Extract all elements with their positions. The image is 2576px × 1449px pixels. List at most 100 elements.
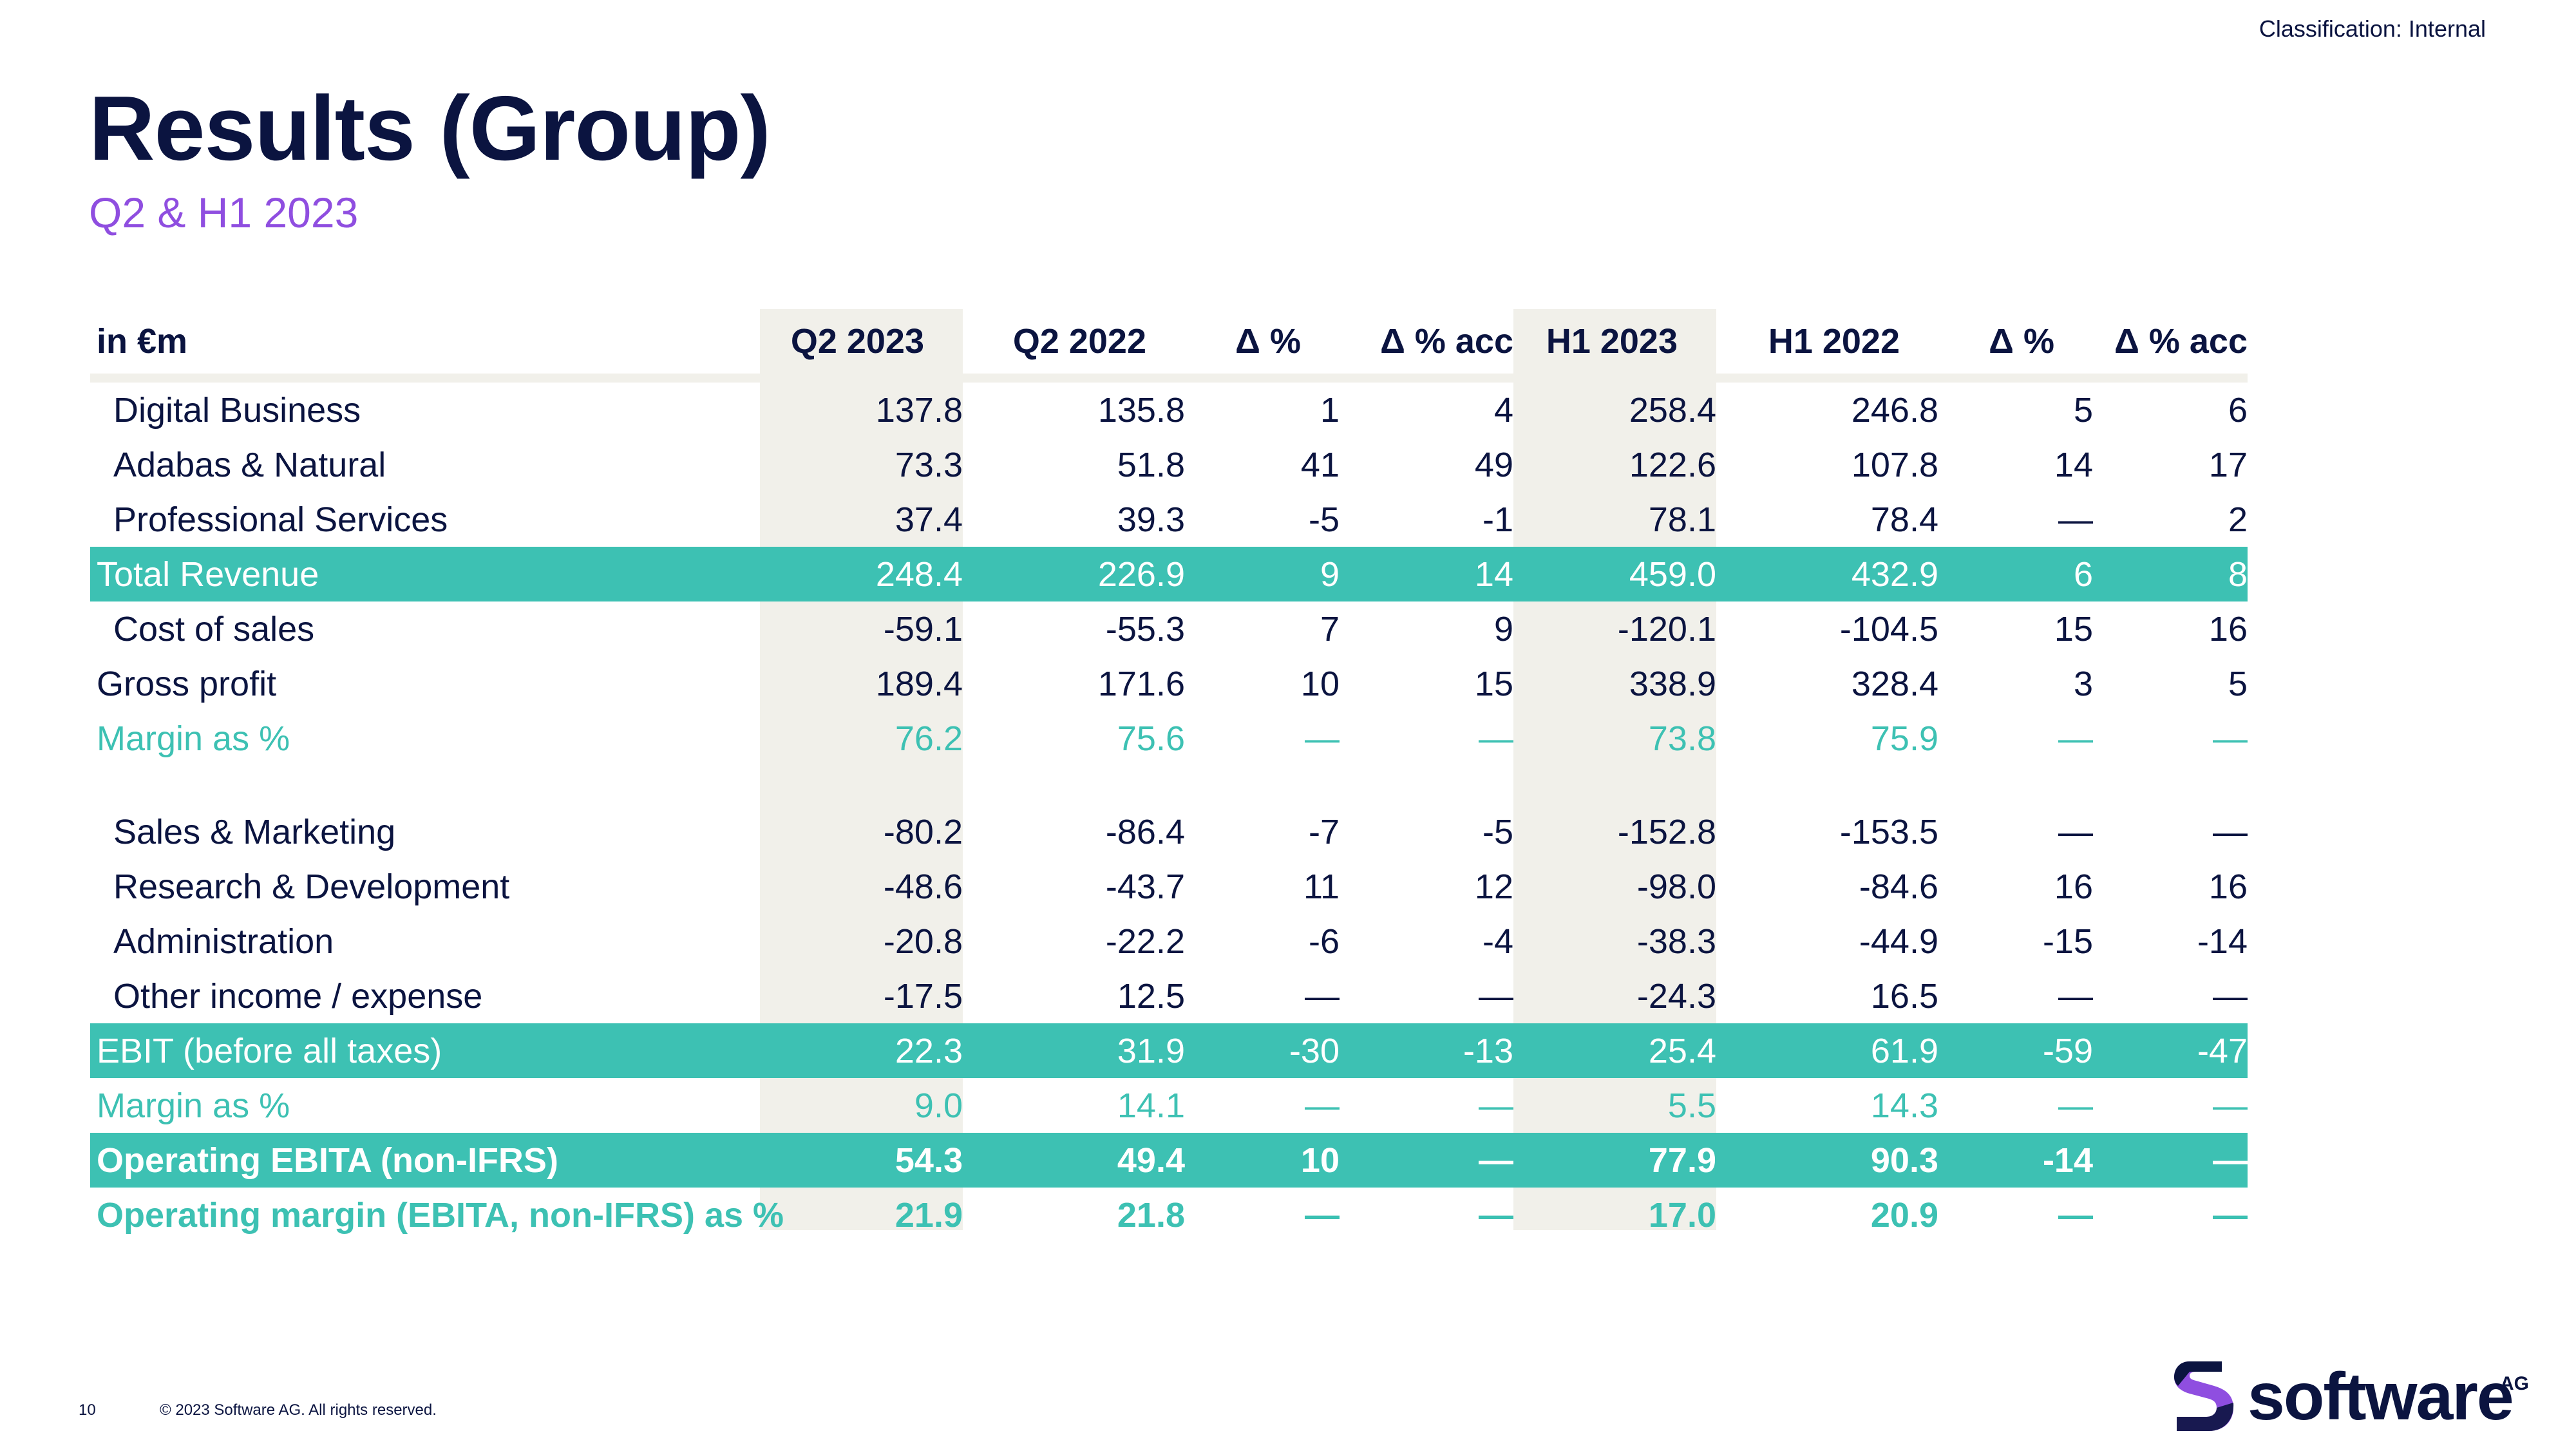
cell-h1-2023: -152.8 <box>1617 812 1716 851</box>
cell-delta-h1: — <box>2058 1086 2093 1125</box>
results-table: in €m Q2 2023 Q2 2022 Δ % Δ % acc H1 202… <box>90 309 2248 1242</box>
cell-q2-2023: 54.3 <box>760 1133 963 1188</box>
cell-h1-2022: 75.9 <box>1870 719 1938 758</box>
cell-h1-2022: 61.9 <box>1716 1023 1938 1078</box>
cell-delta-acc-h1: — <box>2213 1195 2248 1235</box>
cell-delta-acc-q2: 14 <box>1340 547 1513 601</box>
cell-delta-q2: 7 <box>1320 609 1340 649</box>
cell-delta-acc-q2: 12 <box>1474 867 1513 906</box>
cell-q2-2023: 76.2 <box>895 719 963 758</box>
cell-q2-2022: 14.1 <box>1117 1086 1185 1125</box>
total-revenue-row: Total Revenue 248.4 226.9 9 14 459.0 432… <box>90 547 2248 601</box>
row-label: Sales & Marketing <box>113 812 396 851</box>
classification-label: Classification: Internal <box>2259 15 2486 42</box>
cell-q2-2022: 135.8 <box>1097 390 1185 430</box>
cell-h1-2022: 328.4 <box>1851 664 1938 703</box>
cell-delta-q2: 41 <box>1300 445 1340 484</box>
cell-delta-h1: — <box>2058 1195 2093 1235</box>
row-label: Digital Business <box>113 390 361 430</box>
cell-h1-2023: 25.4 <box>1513 1023 1716 1078</box>
cell-h1-2022: 246.8 <box>1851 390 1938 430</box>
header-q2-2022: Q2 2022 <box>1012 322 1146 361</box>
cell-delta-h1: 16 <box>2054 867 2093 906</box>
cell-q2-2023: -80.2 <box>883 812 963 851</box>
cell-delta-acc-h1: — <box>2213 719 2248 758</box>
cell-h1-2023: 258.4 <box>1629 390 1716 430</box>
row-label: Total Revenue <box>90 547 760 601</box>
row-label: Administration <box>113 922 334 961</box>
cell-q2-2022: -86.4 <box>1105 812 1185 851</box>
separator-cell <box>90 374 2248 383</box>
results-table-container: in €m Q2 2023 Q2 2022 Δ % Δ % acc H1 202… <box>90 309 2248 1242</box>
cell-delta-q2: 10 <box>1185 1133 1340 1188</box>
header-delta-q2: Δ % <box>1235 322 1301 361</box>
cell-delta-acc-q2: 49 <box>1474 445 1513 484</box>
cell-q2-2023: 137.8 <box>875 390 963 430</box>
cell-delta-h1: 3 <box>2073 664 2093 703</box>
cell-delta-h1: — <box>2058 812 2093 851</box>
spacer-cell <box>90 766 2248 804</box>
cell-delta-q2: — <box>1305 1195 1340 1235</box>
cell-q2-2022: 75.6 <box>1117 719 1185 758</box>
cell-delta-acc-h1: 8 <box>2093 547 2248 601</box>
operating-ebita-row: Operating EBITA (non-IFRS) 54.3 49.4 10 … <box>90 1133 2248 1188</box>
cell-q2-2022: -55.3 <box>1105 609 1185 649</box>
cell-q2-2022: 49.4 <box>963 1133 1185 1188</box>
cell-delta-acc-h1: — <box>2213 812 2248 851</box>
cell-q2-2022: 51.8 <box>1117 445 1185 484</box>
cell-delta-h1: 5 <box>2073 390 2093 430</box>
row-label: Margin as % <box>97 1086 290 1125</box>
cell-delta-acc-h1: 5 <box>2228 664 2248 703</box>
cell-delta-acc-q2: — <box>1479 1086 1513 1125</box>
cell-h1-2022: 432.9 <box>1716 547 1938 601</box>
cell-delta-acc-h1: — <box>2093 1133 2248 1188</box>
cell-delta-h1: -59 <box>1938 1023 2093 1078</box>
cell-delta-acc-q2: -4 <box>1482 922 1513 961</box>
table-row: Digital Business 137.8 135.8 1 4 258.4 2… <box>90 383 2248 437</box>
cell-q2-2022: -22.2 <box>1105 922 1185 961</box>
table-row: Research & Development -48.6 -43.7 11 12… <box>90 859 2248 914</box>
row-label: Operating margin (EBITA, non-IFRS) as % <box>97 1195 784 1235</box>
cell-delta-acc-h1: — <box>2213 1086 2248 1125</box>
page-number: 10 <box>79 1401 96 1419</box>
cell-delta-q2: — <box>1305 719 1340 758</box>
cell-delta-acc-q2: 4 <box>1493 390 1513 430</box>
cell-q2-2022: 171.6 <box>1097 664 1185 703</box>
cell-delta-h1: -15 <box>2042 922 2093 961</box>
logo-wordmark: software <box>2248 1359 2514 1434</box>
page-subtitle: Q2 & H1 2023 <box>89 189 359 236</box>
cell-h1-2022: 90.3 <box>1716 1133 1938 1188</box>
table-row: Professional Services 37.4 39.3 -5 -1 78… <box>90 492 2248 547</box>
cell-q2-2023: -59.1 <box>883 609 963 649</box>
cell-h1-2022: 107.8 <box>1851 445 1938 484</box>
header-unit: in €m <box>97 322 188 361</box>
cell-h1-2023: 459.0 <box>1513 547 1716 601</box>
cell-delta-acc-q2: -1 <box>1482 500 1513 539</box>
cell-h1-2023: -24.3 <box>1636 976 1716 1016</box>
cell-delta-h1: -14 <box>1938 1133 2093 1188</box>
row-label: Margin as % <box>97 719 290 758</box>
header-delta-h1: Δ % <box>1989 322 2054 361</box>
cell-delta-q2: 1 <box>1320 390 1340 430</box>
cell-h1-2023: 77.9 <box>1513 1133 1716 1188</box>
operating-margin-row: Operating margin (EBITA, non-IFRS) as % … <box>90 1188 2248 1242</box>
cell-delta-q2: -7 <box>1308 812 1340 851</box>
header-delta-acc-q2: Δ % acc <box>1380 322 1513 361</box>
cell-h1-2022: 78.4 <box>1870 500 1938 539</box>
cell-delta-acc-q2: -13 <box>1340 1023 1513 1078</box>
table-row: Administration -20.8 -22.2 -6 -4 -38.3 -… <box>90 914 2248 969</box>
cell-delta-acc-q2: — <box>1340 1133 1513 1188</box>
row-label: Professional Services <box>113 500 448 539</box>
cell-delta-h1: 14 <box>2054 445 2093 484</box>
cell-q2-2023: -48.6 <box>883 867 963 906</box>
cell-delta-h1: — <box>2058 719 2093 758</box>
header-delta-acc-h1: Δ % acc <box>2114 322 2248 361</box>
cell-q2-2023: 189.4 <box>875 664 963 703</box>
cell-h1-2023: 17.0 <box>1648 1195 1716 1235</box>
cell-q2-2022: 39.3 <box>1117 500 1185 539</box>
row-label: Other income / expense <box>113 976 483 1016</box>
cell-h1-2023: 338.9 <box>1629 664 1716 703</box>
cell-q2-2023: 73.3 <box>895 445 963 484</box>
cell-delta-acc-q2: 15 <box>1474 664 1513 703</box>
table-header-row: in €m Q2 2023 Q2 2022 Δ % Δ % acc H1 202… <box>90 309 2248 374</box>
